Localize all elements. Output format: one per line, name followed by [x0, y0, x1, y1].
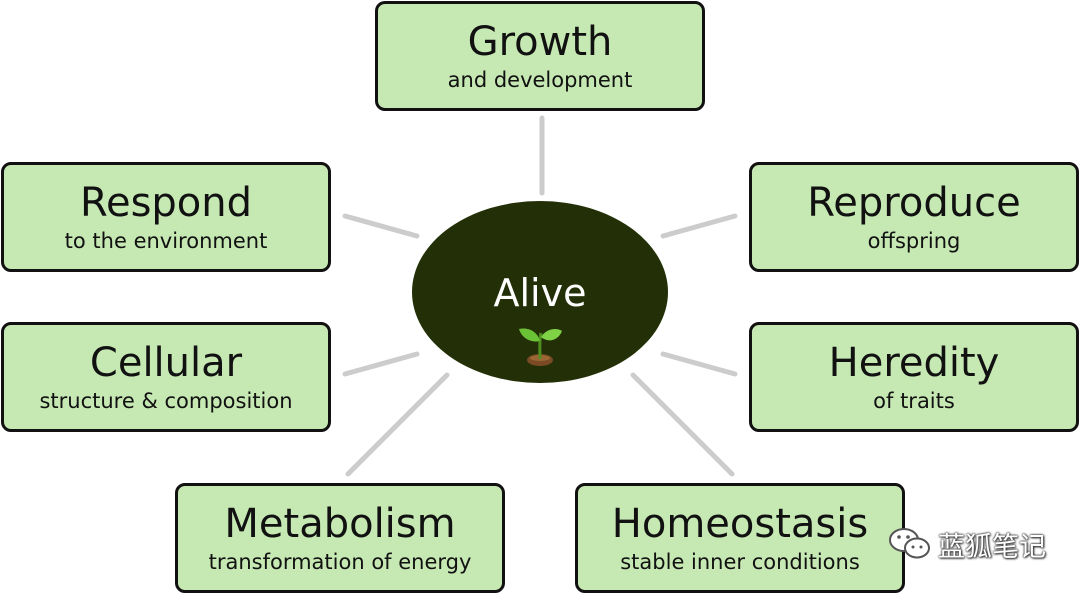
watermark-text: 蓝狐笔记 [938, 531, 1046, 563]
node-reproduce: Reproduce offspring [749, 162, 1079, 272]
node-homeostasis: Homeostasis stable inner conditions [575, 483, 905, 593]
connector-respond [342, 213, 420, 239]
node-respond: Respond to the environment [1, 162, 331, 272]
connector-metabolism [345, 372, 450, 477]
sprout-icon [519, 328, 562, 366]
node-subtitle: structure & composition [39, 389, 293, 413]
node-subtitle: transformation of energy [208, 550, 472, 574]
node-subtitle: to the environment [64, 229, 268, 253]
node-subtitle: and development [447, 68, 633, 92]
node-title: Heredity [828, 340, 1000, 386]
center-label: Alive [493, 271, 587, 315]
node-title: Reproduce [807, 180, 1021, 226]
node-title: Respond [79, 180, 253, 226]
node-subtitle: offspring [867, 229, 961, 253]
watermark: 蓝狐笔记 [888, 524, 1046, 564]
wechat-icon [889, 528, 930, 559]
node-heredity: Heredity of traits [749, 322, 1079, 432]
node-metabolism: Metabolism transformation of energy [175, 483, 505, 593]
node-subtitle: stable inner conditions [620, 550, 860, 574]
center-node-alive: Alive [412, 201, 668, 383]
node-title: Metabolism [224, 501, 456, 547]
connector-heredity [660, 351, 738, 377]
node-title: Homeostasis [611, 501, 869, 547]
node-subtitle: of traits [873, 389, 955, 413]
node-title: Cellular [89, 340, 243, 386]
node-title: Growth [467, 19, 613, 65]
node-cellular: Cellular structure & composition [1, 322, 331, 432]
node-growth: Growth and development [375, 1, 705, 111]
connector-homeostasis [630, 372, 735, 477]
connector-cellular [342, 351, 420, 377]
connector-reproduce [660, 213, 738, 239]
